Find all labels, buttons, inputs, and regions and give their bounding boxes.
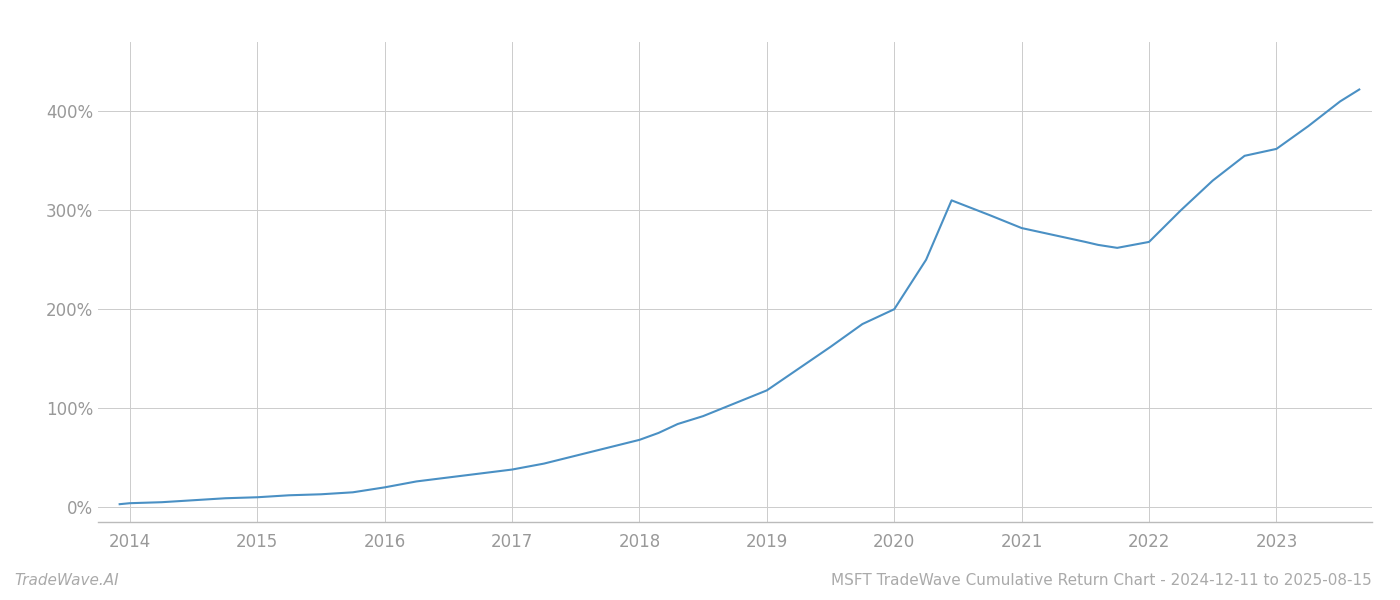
Text: TradeWave.AI: TradeWave.AI [14, 573, 119, 588]
Text: MSFT TradeWave Cumulative Return Chart - 2024-12-11 to 2025-08-15: MSFT TradeWave Cumulative Return Chart -… [832, 573, 1372, 588]
